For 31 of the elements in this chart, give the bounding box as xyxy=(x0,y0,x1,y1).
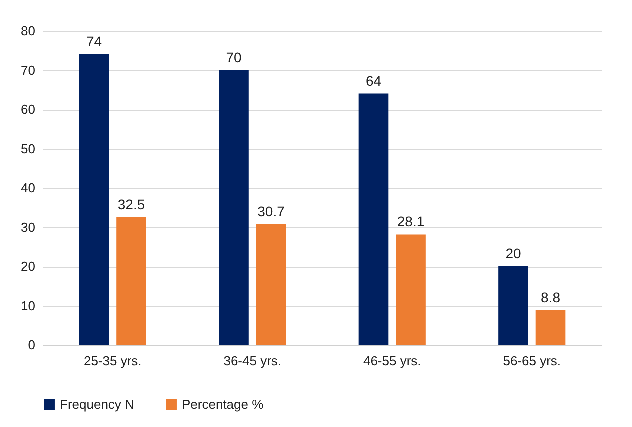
legend-label: Frequency N xyxy=(60,396,134,412)
bar xyxy=(396,234,426,345)
x-tick-label: 46-55 yrs. xyxy=(363,354,422,368)
y-tick-label: 60 xyxy=(21,102,36,117)
data-label: 8.8 xyxy=(541,289,561,306)
data-label: 64 xyxy=(366,72,382,89)
data-label: 28.1 xyxy=(397,214,425,230)
y-tick-label: 20 xyxy=(21,259,36,274)
data-label: 30.7 xyxy=(258,204,286,220)
bar xyxy=(358,94,389,345)
x-tick-label: 36-45 yrs. xyxy=(224,354,282,368)
y-tick-label: 0 xyxy=(28,338,36,352)
data-label: 70 xyxy=(226,49,242,66)
legend-label: Percentage % xyxy=(182,396,264,412)
bar xyxy=(498,266,528,345)
x-tick-label: 25-35 yrs. xyxy=(84,354,142,368)
data-label: 74 xyxy=(86,34,102,50)
bar xyxy=(219,70,249,345)
y-tick-label: 10 xyxy=(21,298,36,314)
y-tick-label: 70 xyxy=(21,62,36,78)
y-tick-label: 80 xyxy=(21,24,36,38)
data-label: 32.5 xyxy=(118,196,146,212)
bar xyxy=(79,54,110,345)
bar xyxy=(536,310,566,345)
y-tick-label: 50 xyxy=(21,141,36,156)
y-tick-label: 30 xyxy=(21,220,36,235)
bar xyxy=(256,224,286,345)
bar xyxy=(116,217,146,345)
y-tick-label: 40 xyxy=(21,180,36,196)
x-tick-label: 56-65 yrs. xyxy=(503,354,562,368)
data-label: 20 xyxy=(506,246,522,262)
